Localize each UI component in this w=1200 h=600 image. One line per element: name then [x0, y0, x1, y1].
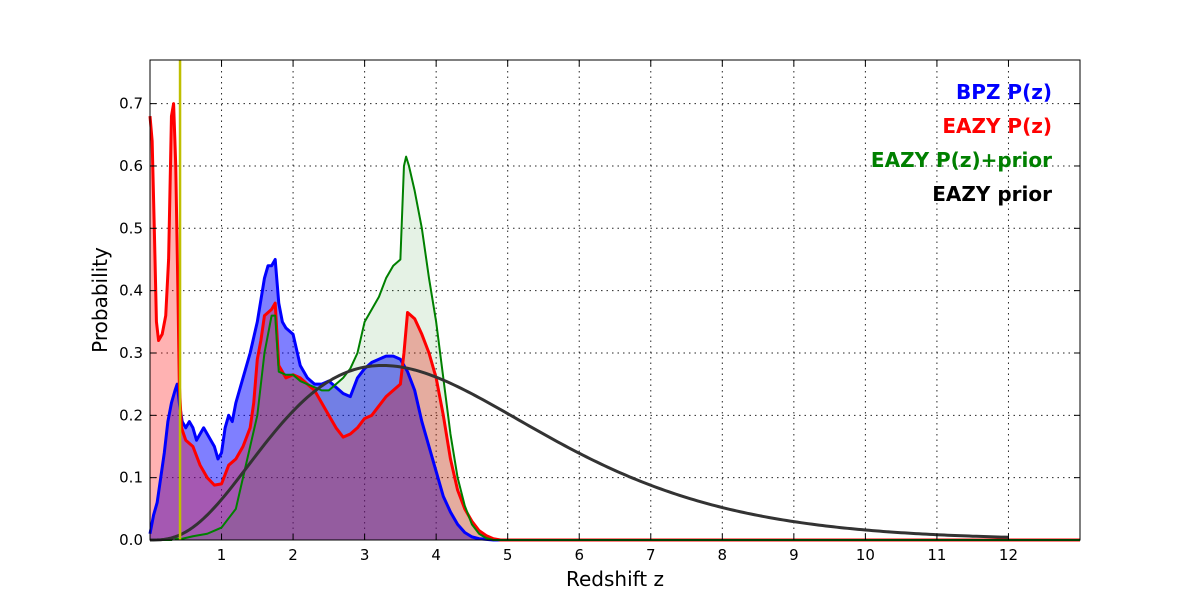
x-tick-label: 7 — [646, 546, 656, 564]
y-tick-label: 0.0 — [119, 531, 143, 549]
y-tick-label: 0.7 — [119, 95, 143, 113]
legend-entry-eazy-prior-combined: EAZY P(z)+prior — [871, 148, 1052, 172]
x-tick-label: 4 — [431, 546, 441, 564]
area-eazy-pz-prior — [150, 156, 1080, 540]
line-eazy-prior — [149, 363, 1009, 542]
x-tick-label: 2 — [288, 546, 298, 564]
area-bpz-pz — [150, 259, 1080, 540]
line-eazy-pz — [148, 102, 1080, 542]
x-tick-label: 1 — [217, 546, 227, 564]
line-bpz-pz — [148, 257, 1080, 542]
x-tick-label: 10 — [856, 546, 875, 564]
x-tick-label: 5 — [503, 546, 513, 564]
legend-entry-eazy-prior: EAZY prior — [932, 182, 1052, 206]
x-tick-label: 11 — [927, 546, 946, 564]
x-tick-labels: 1 2 3 4 5 6 7 8 9 10 11 12 — [217, 546, 1018, 564]
x-tick-label: 6 — [574, 546, 584, 564]
y-tick-label: 0.2 — [119, 406, 143, 424]
fill-areas — [150, 103, 1080, 540]
series-lines — [148, 102, 1080, 542]
y-tick-label: 0.5 — [119, 219, 143, 237]
x-tick-label: 3 — [360, 546, 370, 564]
y-tick-labels: 0.0 0.1 0.2 0.3 0.4 0.5 0.6 0.7 — [119, 95, 143, 549]
axis-ticks — [150, 60, 1080, 541]
x-tick-label: 9 — [789, 546, 799, 564]
x-tick-label: 12 — [999, 546, 1018, 564]
y-axis-title: Probability — [88, 247, 112, 353]
plot-frame — [149, 59, 1081, 541]
legend: BPZ P(z) EAZY P(z) EAZY P(z)+prior EAZY … — [871, 80, 1052, 206]
x-tick-label: 8 — [718, 546, 728, 564]
legend-entry-bpz: BPZ P(z) — [956, 80, 1052, 104]
legend-entry-eazy: EAZY P(z) — [942, 114, 1052, 138]
y-tick-label: 0.4 — [119, 282, 143, 300]
y-tick-label: 0.1 — [119, 469, 143, 487]
y-tick-label: 0.3 — [119, 344, 143, 362]
line-eazy-pz-prior — [150, 155, 1080, 541]
x-axis-title: Redshift z — [566, 567, 664, 591]
y-tick-label: 0.6 — [119, 157, 143, 175]
area-eazy-pz — [150, 103, 1080, 540]
